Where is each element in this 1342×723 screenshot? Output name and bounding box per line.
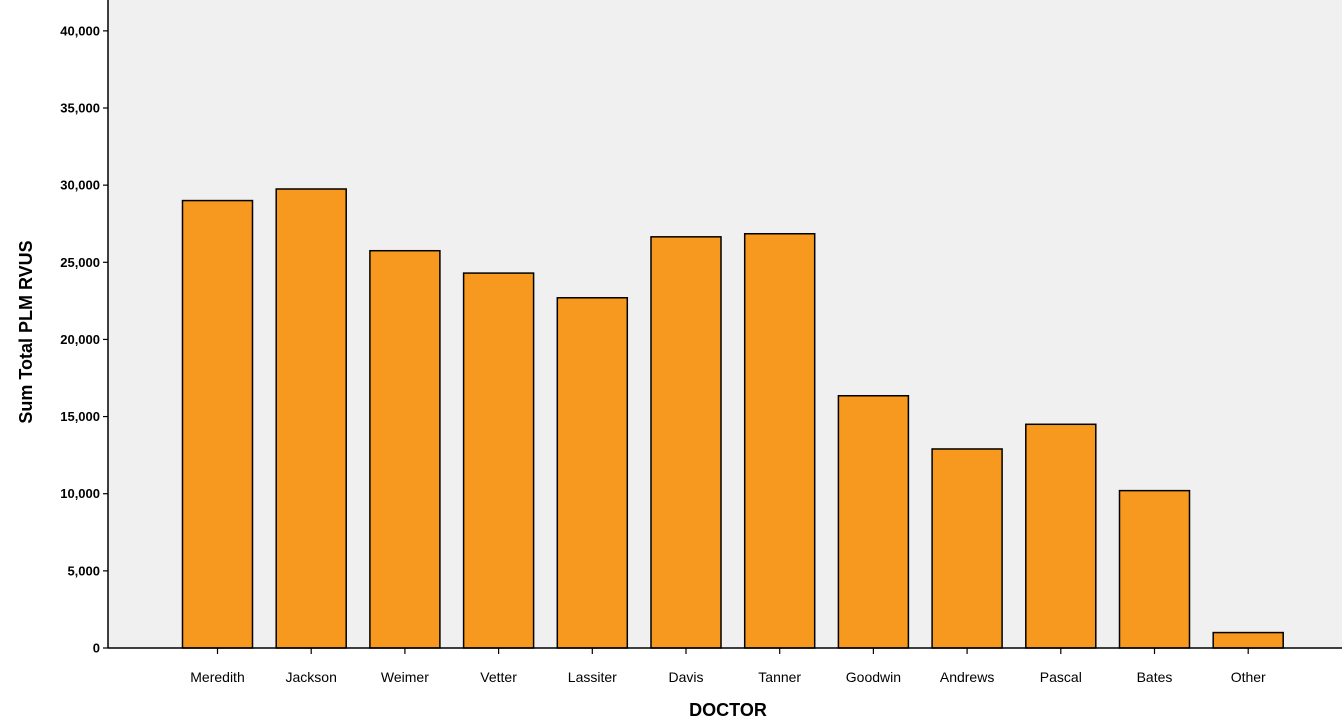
y-tick-label: 0 <box>93 641 100 656</box>
x-tick-label: Lassiter <box>568 669 617 685</box>
bar-andrews <box>931 448 1003 649</box>
x-tick-label: Meredith <box>190 669 244 685</box>
x-tick-label: Weimer <box>381 669 429 685</box>
x-tick-label: Bates <box>1137 669 1173 685</box>
x-axis-title: DOCTOR <box>689 700 767 720</box>
y-tick-label: 10,000 <box>60 486 100 501</box>
x-tick-label: Pascal <box>1040 669 1082 685</box>
x-tick-label: Tanner <box>758 669 801 685</box>
bar-meredith <box>181 199 254 649</box>
bar-tanner <box>743 232 816 649</box>
y-tick-label: 40,000 <box>60 23 100 38</box>
x-tick-label: Goodwin <box>846 669 901 685</box>
x-tick-label: Jackson <box>286 669 337 685</box>
bar-weimer <box>369 249 441 649</box>
bar-lassiter <box>556 297 629 649</box>
x-tick-label: Vetter <box>480 669 517 685</box>
y-tick-label: 25,000 <box>60 255 100 270</box>
x-tick-label: Other <box>1231 669 1266 685</box>
y-tick-label: 35,000 <box>60 101 100 116</box>
y-axis: 0 5,000 10,000 15,000 20,000 25,000 30,000 35,0… <box>60 0 109 656</box>
bar-pascal <box>1025 423 1097 649</box>
bar-davis <box>650 236 722 649</box>
bar-bates <box>1118 489 1191 649</box>
x-tick-label: Davis <box>668 669 703 685</box>
y-tick-label: 15,000 <box>60 409 100 424</box>
x-axis: Meredith Jackson Weimer Vetter Lassiter Davis… <box>108 647 1342 685</box>
y-axis-title: Sum Total PLM RVUS <box>16 240 36 423</box>
y-tick-label: 5,000 <box>67 563 100 578</box>
bar-jackson <box>275 188 347 649</box>
bar-goodwin <box>837 394 910 649</box>
bars-group <box>181 188 1284 649</box>
x-tick-label: Andrews <box>940 669 994 685</box>
y-tick-label: 20,000 <box>60 332 100 347</box>
bar-other <box>1212 631 1284 649</box>
y-tick-label: 30,000 <box>60 178 100 193</box>
bar-vetter <box>462 272 535 649</box>
